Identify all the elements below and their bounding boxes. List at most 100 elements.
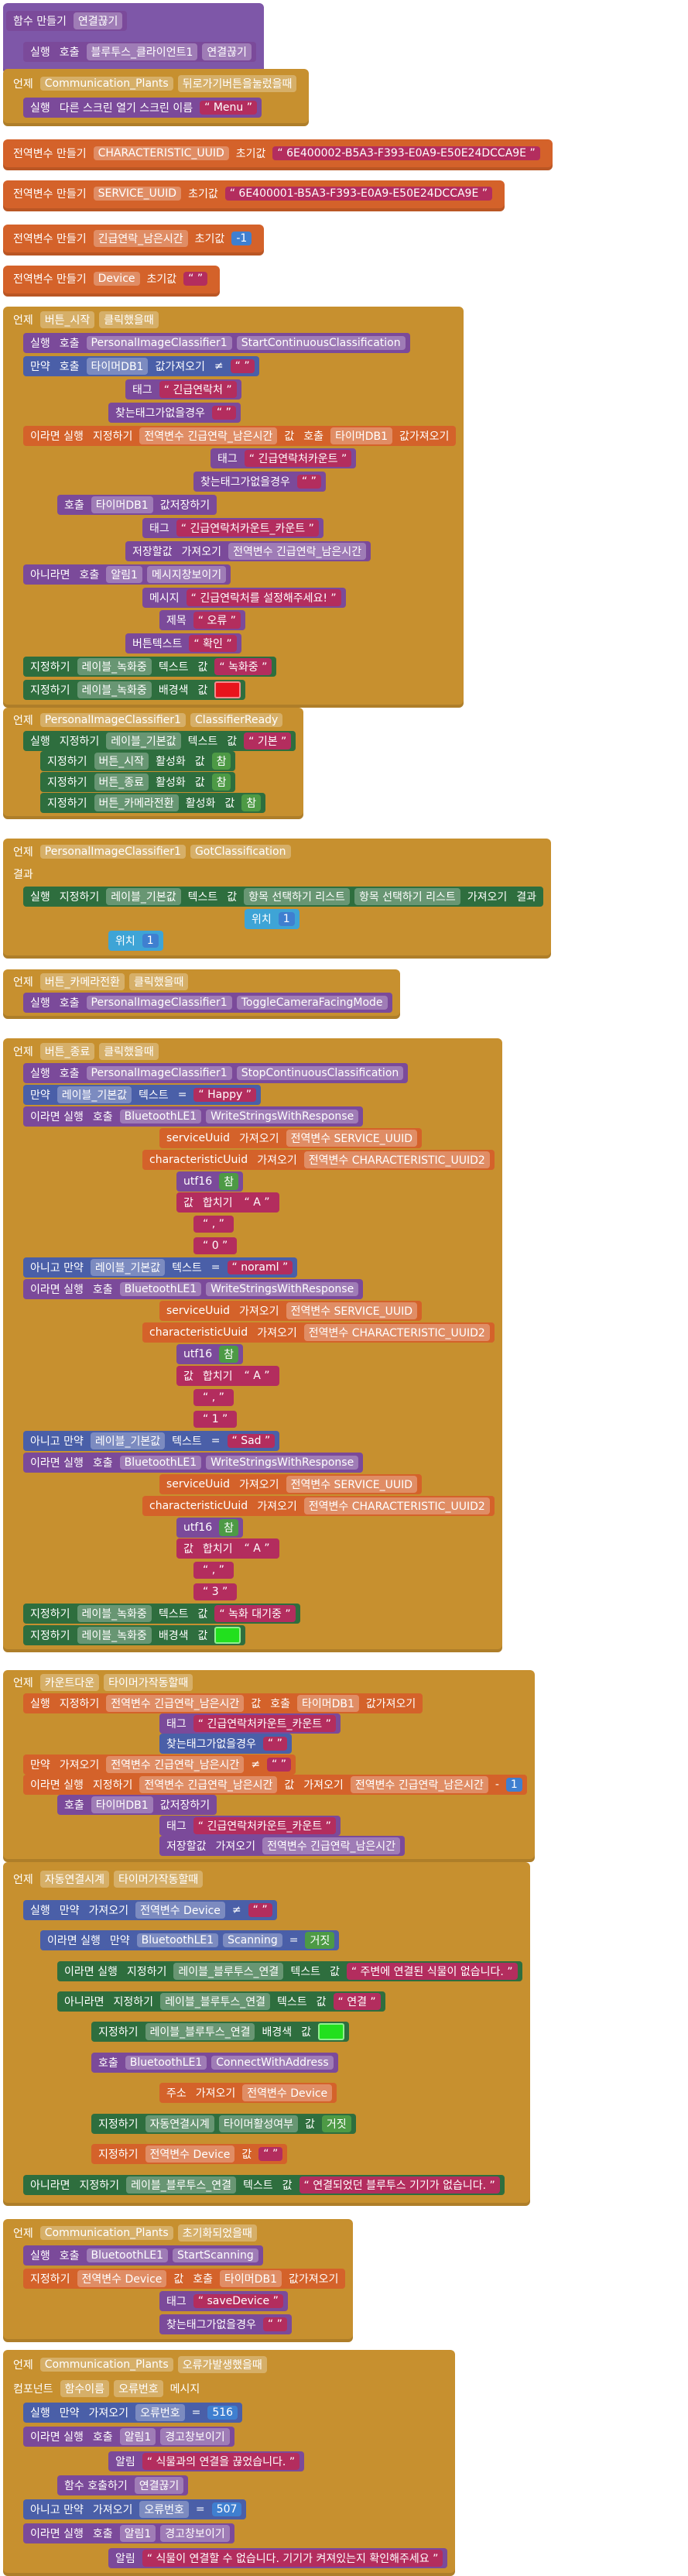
block-segment: 아니고 만약 가져오기 오류번호 = 507 [23, 2499, 247, 2520]
component-chip: 경고창보이기 [160, 2525, 230, 2543]
block-label: 태그 [166, 2296, 187, 2309]
text-chip: “ Menu ” [200, 101, 257, 115]
block-segment: 지정하기 버튼_시작 활성화 값 참 [40, 751, 236, 772]
block-label: 배경색 [262, 2026, 293, 2039]
block-label: 값 [224, 797, 235, 810]
block-label: 값 [183, 1197, 193, 1210]
component-chip: 긴급연락_남은시간 [93, 229, 188, 247]
block-segment: 이라면 실행 호출 알림1 경고창보이기 [23, 2523, 234, 2544]
event-block: 언제 PersonalImageClassifier1 ClassifierRead… [3, 707, 304, 819]
component-chip: WriteStringsWithResponse [206, 1109, 359, 1123]
block-segment: 태그 “ saveDevice ” [159, 2291, 288, 2312]
block-segment: 전역변수 만들기 Device 초기값 “ ” [6, 269, 213, 290]
block-label: 배경색 [158, 1630, 189, 1643]
block-segment: 태그 “ 긴급연락처카운트 ” [211, 448, 357, 469]
block-row: 언제 Communication_Plants 뒤로가기버튼을눌렀을때 [6, 71, 302, 96]
block-row: utf16 참 [6, 1171, 495, 1192]
block-label: 태그 [217, 453, 238, 466]
block-row: characteristicUuid 가져오기 전역변수 CHARACTERISTI… [6, 1495, 495, 1517]
block-row: 언제 카운트다운 타이머가작동할때 [6, 1672, 527, 1693]
text-chip: “ 6E400001-B5A3-F393-E0A9-E50E24DCCA9E ” [224, 187, 493, 201]
component-chip: 전역변수 Device [77, 2269, 167, 2287]
block-label: serviceUuid [166, 1131, 231, 1144]
block-label: 저장할값 [166, 1840, 207, 1853]
block-label: 텍스트 [158, 661, 189, 674]
block-row: 실행 지정하기 레이블_기본값 텍스트 값 “ 기본 ” [6, 730, 296, 751]
event-block: 함수 만들기 연결끊기 실행 호출 블루투스_클라이언트1 연결끊기 [3, 3, 264, 74]
block-segment: 태그 “ 긴급연락처카운트_카운트 ” [159, 1713, 341, 1734]
block-row: serviceUuid 가져오기 전역변수 SERVICE_UUID [6, 1300, 495, 1322]
block-segment: 함수 만들기 연결끊기 [6, 11, 128, 32]
block-row: 지정하기 버튼_시작 활성화 값 참 [6, 751, 296, 772]
block-label: 이라면 실행 [30, 1284, 84, 1297]
component-chip: 레이블_기본값 [56, 1086, 132, 1103]
block-label: 다른 스크린 열기 스크린 이름 [59, 102, 193, 115]
text-chip: “ ” [248, 1902, 272, 1917]
block-segment: 저장할값 가져오기 전역변수 긴급연락_남은시간 [159, 1835, 406, 1856]
block-label: 찾는태그가없을경우 [166, 1738, 256, 1751]
block-row: “ , ” [6, 1387, 495, 1408]
text-chip: “ 식물과의 연결을 끊었습니다. ” [142, 2452, 300, 2470]
block-row: 호출 BluetoothLE1 ConnectWithAddress [6, 2047, 522, 2077]
block-label: 태그 [149, 523, 169, 536]
block-segment: 언제 자동연결시계 타이머가작동할때 [6, 1869, 208, 1890]
block-label: 초기값 [188, 188, 218, 201]
block-label: 활성화 [185, 797, 216, 810]
event-block: 언제 PersonalImageClassifier1 GotClassificat… [3, 838, 552, 959]
block-segment: 값 합치기 “ A ” [176, 1365, 279, 1386]
text-chip: “ Sad ” [227, 1433, 276, 1448]
block-segment: 언제 버튼_시작 클릭했을때 [6, 310, 163, 331]
block-label: 저장할값 [132, 545, 173, 558]
block-label: 언제 [13, 77, 33, 91]
boolean-chip: 참 [211, 753, 231, 770]
text-chip: “ 0 ” [198, 1239, 233, 1254]
block-segment: 호출 타이머DB1 값저장하기 [57, 495, 217, 516]
block-row: 메시지 “ 긴급연락처를 설정해주세요! ” [6, 586, 456, 609]
component-chip: 타이머DB1 [220, 2269, 282, 2287]
component-chip: Communication_Plants [39, 76, 173, 91]
block-segment: 지정하기 버튼_카메라전환 활성화 값 참 [40, 792, 266, 813]
block-label: 호출 [270, 1697, 290, 1710]
block-label: 아니고 만약 [30, 2504, 84, 2517]
block-row: 실행 호출 PersonalImageClassifier1 ToggleCamera… [6, 992, 392, 1013]
block-segment: 태그 “ 긴급연락처카운트_카운트 ” [142, 518, 323, 539]
component-chip: 카운트다운 [39, 1674, 100, 1692]
block-label: 텍스트 [187, 890, 218, 904]
text-chip: “ ” [230, 359, 255, 374]
text-chip: “ 긴급연락처를 설정해주세요! ” [186, 588, 341, 606]
component-chip: WriteStringsWithResponse [206, 1455, 359, 1470]
block-segment: 실행 호출 PersonalImageClassifier1 ToggleCamera… [23, 992, 392, 1013]
block-row: 찾는태그가없을경우 “ ” [6, 470, 456, 493]
block-label: 지정하기 [92, 1779, 133, 1792]
component-chip: 전역변수 SERVICE_UUID [286, 1475, 417, 1493]
block-label: ≠ [214, 360, 224, 373]
component-chip: PersonalImageClassifier1 [39, 712, 186, 727]
component-chip: SERVICE_UUID [93, 187, 182, 201]
event-block: 언제 버튼_종료 클릭했을때 실행 호출 PersonalImageClassifier1… [3, 1038, 502, 1653]
block-label: 값 [304, 2118, 315, 2131]
component-chip: 오류번호 [114, 2379, 163, 2397]
block-row: 전역변수 만들기 긴급연락_남은시간 초기값 -1 [6, 227, 257, 250]
block-label: 값가져오기 [365, 1697, 416, 1710]
block-label: 실행 [30, 102, 50, 115]
block-label: 가져오기 [257, 1154, 297, 1167]
block-label: 가져오기 [467, 890, 508, 904]
block-label: 합치기 [202, 1370, 233, 1383]
boolean-chip: 거짓 [321, 2115, 351, 2132]
block-label: 이라면 실행 [30, 1110, 84, 1123]
block-label: 언제 [13, 714, 33, 727]
block-label: 가져오기 [195, 2087, 236, 2101]
component-chip: 전역변수 CHARACTERISTIC_UUID2 [303, 1497, 490, 1514]
component-chip: BluetoothLE1 [119, 1455, 202, 1470]
component-chip: 레이블_녹화중 [77, 1605, 152, 1623]
block-label: 합치기 [202, 1197, 233, 1210]
block-label: 호출 [193, 2272, 214, 2286]
block-label: 값저장하기 [159, 499, 211, 513]
block-segment: utf16 참 [176, 1171, 243, 1192]
component-chip: 오류번호 [135, 2404, 185, 2422]
block-row: 이라면 실행 만약 BluetoothLE1 Scanning = 거짓 [6, 1926, 522, 1956]
block-label: = [191, 2406, 201, 2420]
block-label: 값 [227, 890, 238, 904]
component-chip: StopContinuousClassification [236, 1065, 404, 1080]
block-label: characteristicUuid [149, 1499, 248, 1512]
